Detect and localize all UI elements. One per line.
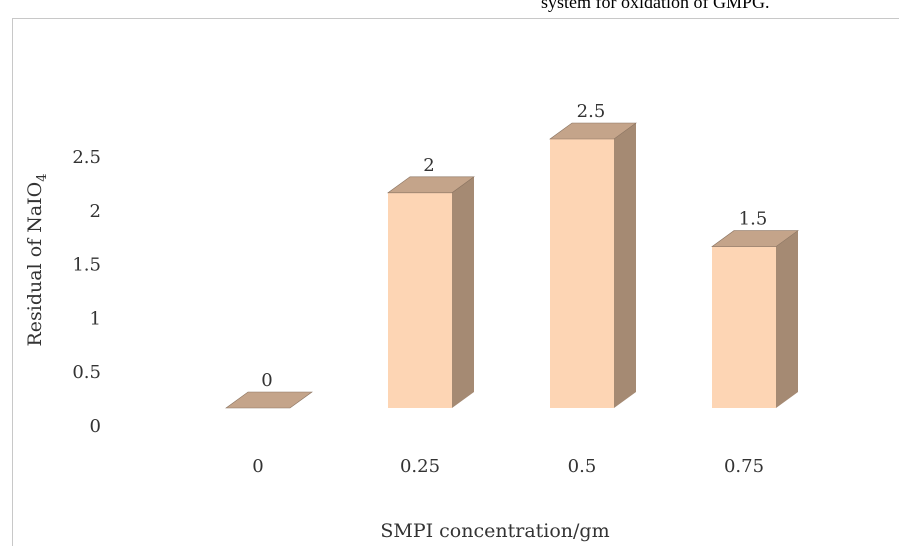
y-tick-label: 0.5	[72, 362, 101, 383]
y-tick-label: 1.5	[72, 255, 101, 276]
y-tick-label: 2	[90, 201, 101, 222]
bar-top	[225, 391, 313, 409]
bar-front	[712, 246, 776, 408]
bar	[549, 122, 637, 408]
bar-front	[388, 192, 452, 408]
data-label: 1.5	[739, 209, 768, 230]
x-tick-label: 0.25	[400, 456, 440, 477]
data-labels: 0 2 2.5 1.5	[261, 101, 767, 391]
y-axis-ticks: 0 0.5 1 1.5 2 2.5	[72, 147, 101, 437]
bar	[225, 391, 313, 409]
x-tick-label: 0.5	[568, 456, 597, 477]
y-tick-label: 2.5	[72, 147, 101, 168]
bar-top	[549, 122, 637, 140]
bars	[225, 122, 799, 409]
bar-side	[776, 230, 798, 408]
data-label: 2	[423, 155, 434, 176]
bar-top	[387, 176, 475, 194]
y-axis-title-subscript: 4	[35, 173, 50, 181]
bar-top	[711, 230, 799, 247]
data-label: 2.5	[577, 101, 606, 122]
y-tick-label: 1	[90, 308, 101, 329]
y-axis-title-text: Residual of NaIO	[24, 182, 46, 347]
x-axis-title: SMPI concentration/gm	[380, 520, 609, 542]
bar-side	[614, 123, 636, 408]
x-axis-ticks: 0 0.25 0.5 0.75	[252, 456, 764, 477]
bar	[387, 176, 475, 408]
x-tick-label: 0	[252, 456, 263, 477]
x-tick-label: 0.75	[724, 456, 764, 477]
chart-frame	[12, 18, 899, 546]
bar	[711, 230, 799, 408]
bar-front	[550, 139, 614, 408]
bar-side	[452, 176, 474, 408]
data-label: 0	[261, 370, 272, 391]
y-tick-label: 0	[90, 416, 101, 437]
figure-caption: system for oxidation of GMPG.	[541, 0, 770, 12]
y-axis-title: Residual of NaIO4	[24, 173, 50, 346]
